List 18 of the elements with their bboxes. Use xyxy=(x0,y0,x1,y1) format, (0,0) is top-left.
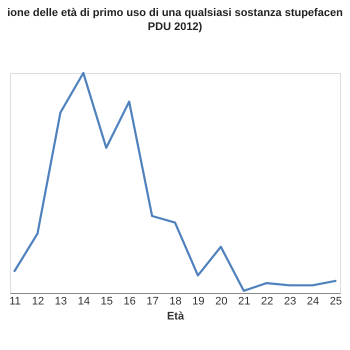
chart-title: ione delle età di primo uso di una qualsiasi sostanza stupefacen xyxy=(7,6,344,19)
x-tick-label: 12 xyxy=(32,296,44,308)
x-tick-label: 25 xyxy=(330,296,342,308)
x-axis-title: Età xyxy=(166,310,185,322)
x-tick-label: 15 xyxy=(100,296,113,308)
x-tick-label: 22 xyxy=(261,296,274,308)
x-tick-label: 21 xyxy=(238,296,250,308)
x-tick-label: 13 xyxy=(54,296,68,308)
x-tick-label: 18 xyxy=(169,296,182,308)
x-tick-label: 17 xyxy=(146,296,159,308)
x-tick-label: 24 xyxy=(306,296,320,308)
x-tick-label: 20 xyxy=(215,296,228,308)
x-tick-label: 14 xyxy=(78,296,90,308)
chart-subtitle: PDU 2012) xyxy=(148,20,203,33)
x-tick-label: 23 xyxy=(284,296,296,308)
x-tick-label: 16 xyxy=(124,296,136,308)
x-tick-label: 19 xyxy=(192,296,205,308)
x-tick-label: 11 xyxy=(9,296,21,308)
